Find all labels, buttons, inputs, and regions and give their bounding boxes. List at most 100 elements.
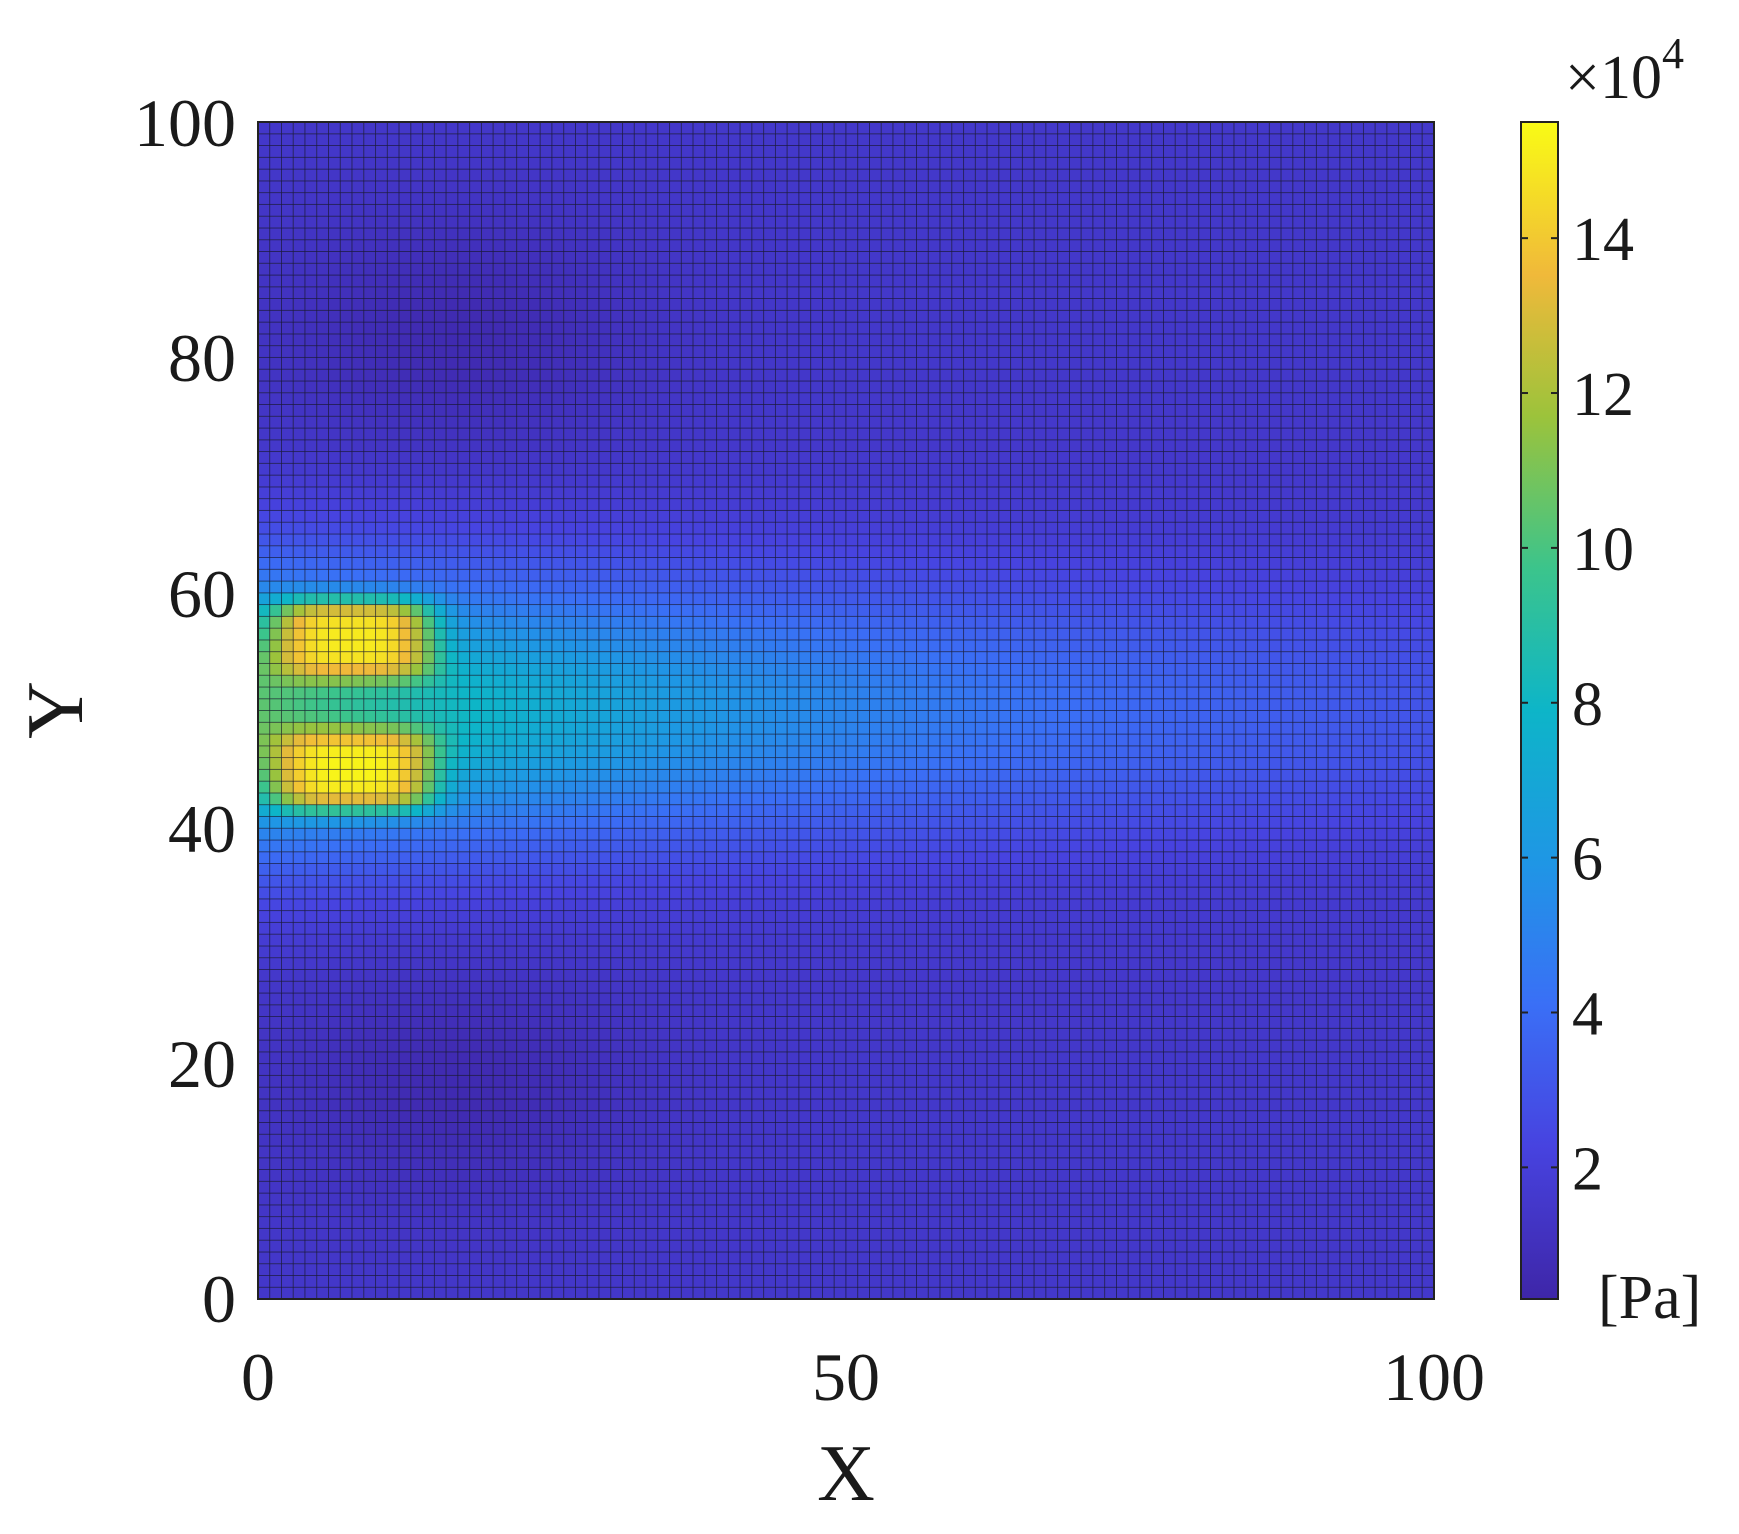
heatmap-cell	[1280, 1145, 1294, 1159]
heatmap-cell	[822, 886, 835, 900]
heatmap-cell	[1116, 1086, 1129, 1100]
heatmap-cell	[1033, 710, 1047, 723]
heatmap-cell	[1092, 1227, 1106, 1241]
heatmap-cell	[480, 1004, 494, 1017]
heatmap-cell	[763, 1204, 776, 1218]
heatmap-cell	[1104, 710, 1117, 723]
heatmap-cell	[657, 1239, 671, 1253]
heatmap-cell	[339, 851, 353, 864]
heatmap-cell	[680, 1098, 694, 1112]
heatmap-cell	[904, 1133, 918, 1147]
heatmap-cell	[680, 851, 694, 864]
heatmap-cell	[1104, 733, 1117, 747]
heatmap-cell	[939, 1275, 953, 1288]
heatmap-cell	[1339, 1004, 1353, 1017]
heatmap-cell	[1057, 1180, 1070, 1194]
heatmap-cell	[398, 839, 412, 853]
heatmap-cell	[680, 839, 694, 853]
heatmap-cell	[892, 957, 906, 970]
heatmap-cell	[551, 721, 565, 735]
heatmap-cell	[575, 1239, 588, 1253]
heatmap-cell	[1210, 804, 1223, 817]
heatmap-cell	[857, 1133, 870, 1147]
heatmap-cell	[1186, 721, 1200, 735]
heatmap-cell	[598, 957, 612, 970]
heatmap-cell	[1057, 1051, 1070, 1065]
heatmap-cell	[739, 745, 753, 759]
heatmap-cell	[586, 1016, 600, 1029]
heatmap-cell	[916, 910, 929, 923]
heatmap-cell	[281, 768, 294, 782]
heatmap-cell	[469, 1216, 482, 1229]
heatmap-cell	[1304, 1263, 1317, 1276]
heatmap-cell	[433, 827, 447, 841]
heatmap-cell	[363, 1180, 377, 1194]
heatmap-cell	[328, 1027, 341, 1041]
heatmap-cell	[716, 898, 729, 912]
heatmap-cell	[1116, 733, 1129, 747]
heatmap-cell	[1104, 1121, 1117, 1135]
heatmap-cell	[351, 851, 365, 864]
heatmap-cell	[457, 1039, 471, 1053]
heatmap-cell	[986, 957, 1000, 970]
heatmap-cell	[292, 968, 306, 982]
heatmap-cell	[1268, 910, 1282, 923]
heatmap-cell	[904, 874, 918, 888]
heatmap-cell	[1198, 780, 1212, 794]
heatmap-cell	[351, 1180, 365, 1194]
heatmap-cell	[316, 1157, 330, 1170]
heatmap-cell	[1362, 1169, 1376, 1182]
heatmap-cell	[986, 1016, 1000, 1029]
heatmap-cell	[1233, 815, 1247, 829]
heatmap-cell	[633, 874, 647, 888]
heatmap-cell	[1221, 957, 1235, 970]
heatmap-cell	[269, 1039, 282, 1053]
heatmap-cell	[445, 733, 459, 747]
heatmap-cell	[410, 1216, 424, 1229]
heatmap-cell	[951, 980, 965, 994]
heatmap-cell	[774, 1216, 788, 1229]
heatmap-cell	[1221, 1192, 1235, 1206]
heatmap-cell	[716, 768, 729, 782]
heatmap-cell	[363, 851, 377, 864]
heatmap-cell	[1374, 980, 1388, 994]
heatmap-cell	[998, 863, 1012, 876]
heatmap-cell	[563, 1192, 576, 1206]
heatmap-cell	[1245, 815, 1259, 829]
heatmap-cell	[927, 957, 941, 970]
heatmap-cell	[751, 792, 765, 806]
heatmap-cell	[1315, 710, 1329, 723]
heatmap-cell	[469, 1251, 482, 1265]
heatmap-cell	[328, 1263, 341, 1276]
heatmap-cell	[680, 768, 694, 782]
heatmap-cell	[1174, 721, 1188, 735]
heatmap-cell	[1057, 992, 1070, 1006]
heatmap-cell	[751, 1063, 765, 1076]
heatmap-cell	[774, 1098, 788, 1112]
heatmap-cell	[269, 1239, 282, 1253]
heatmap-cell	[1021, 1216, 1035, 1229]
heatmap-cell	[704, 1063, 718, 1076]
heatmap-cell	[269, 1216, 282, 1229]
heatmap-cell	[1139, 757, 1153, 770]
heatmap-cell	[433, 886, 447, 900]
heatmap-cell	[1421, 945, 1435, 959]
heatmap-cell	[539, 1286, 553, 1300]
heatmap-cell	[1139, 992, 1153, 1006]
heatmap-cell	[880, 1004, 894, 1017]
heatmap-cell	[1339, 757, 1353, 770]
heatmap-cell	[692, 1216, 706, 1229]
heatmap-cell	[916, 992, 929, 1006]
heatmap-cell	[1280, 1204, 1294, 1218]
heatmap-cell	[363, 1251, 377, 1265]
heatmap-cell	[1127, 1004, 1141, 1017]
heatmap-cell	[727, 874, 741, 888]
heatmap-cell	[492, 768, 506, 782]
heatmap-cell	[916, 792, 929, 806]
heatmap-cell	[951, 1227, 965, 1241]
heatmap-cell	[504, 1098, 518, 1112]
heatmap-cell	[645, 1251, 659, 1265]
heatmap-cell	[292, 1110, 306, 1123]
heatmap-cell	[1257, 1263, 1270, 1276]
heatmap-cell	[281, 1039, 294, 1053]
